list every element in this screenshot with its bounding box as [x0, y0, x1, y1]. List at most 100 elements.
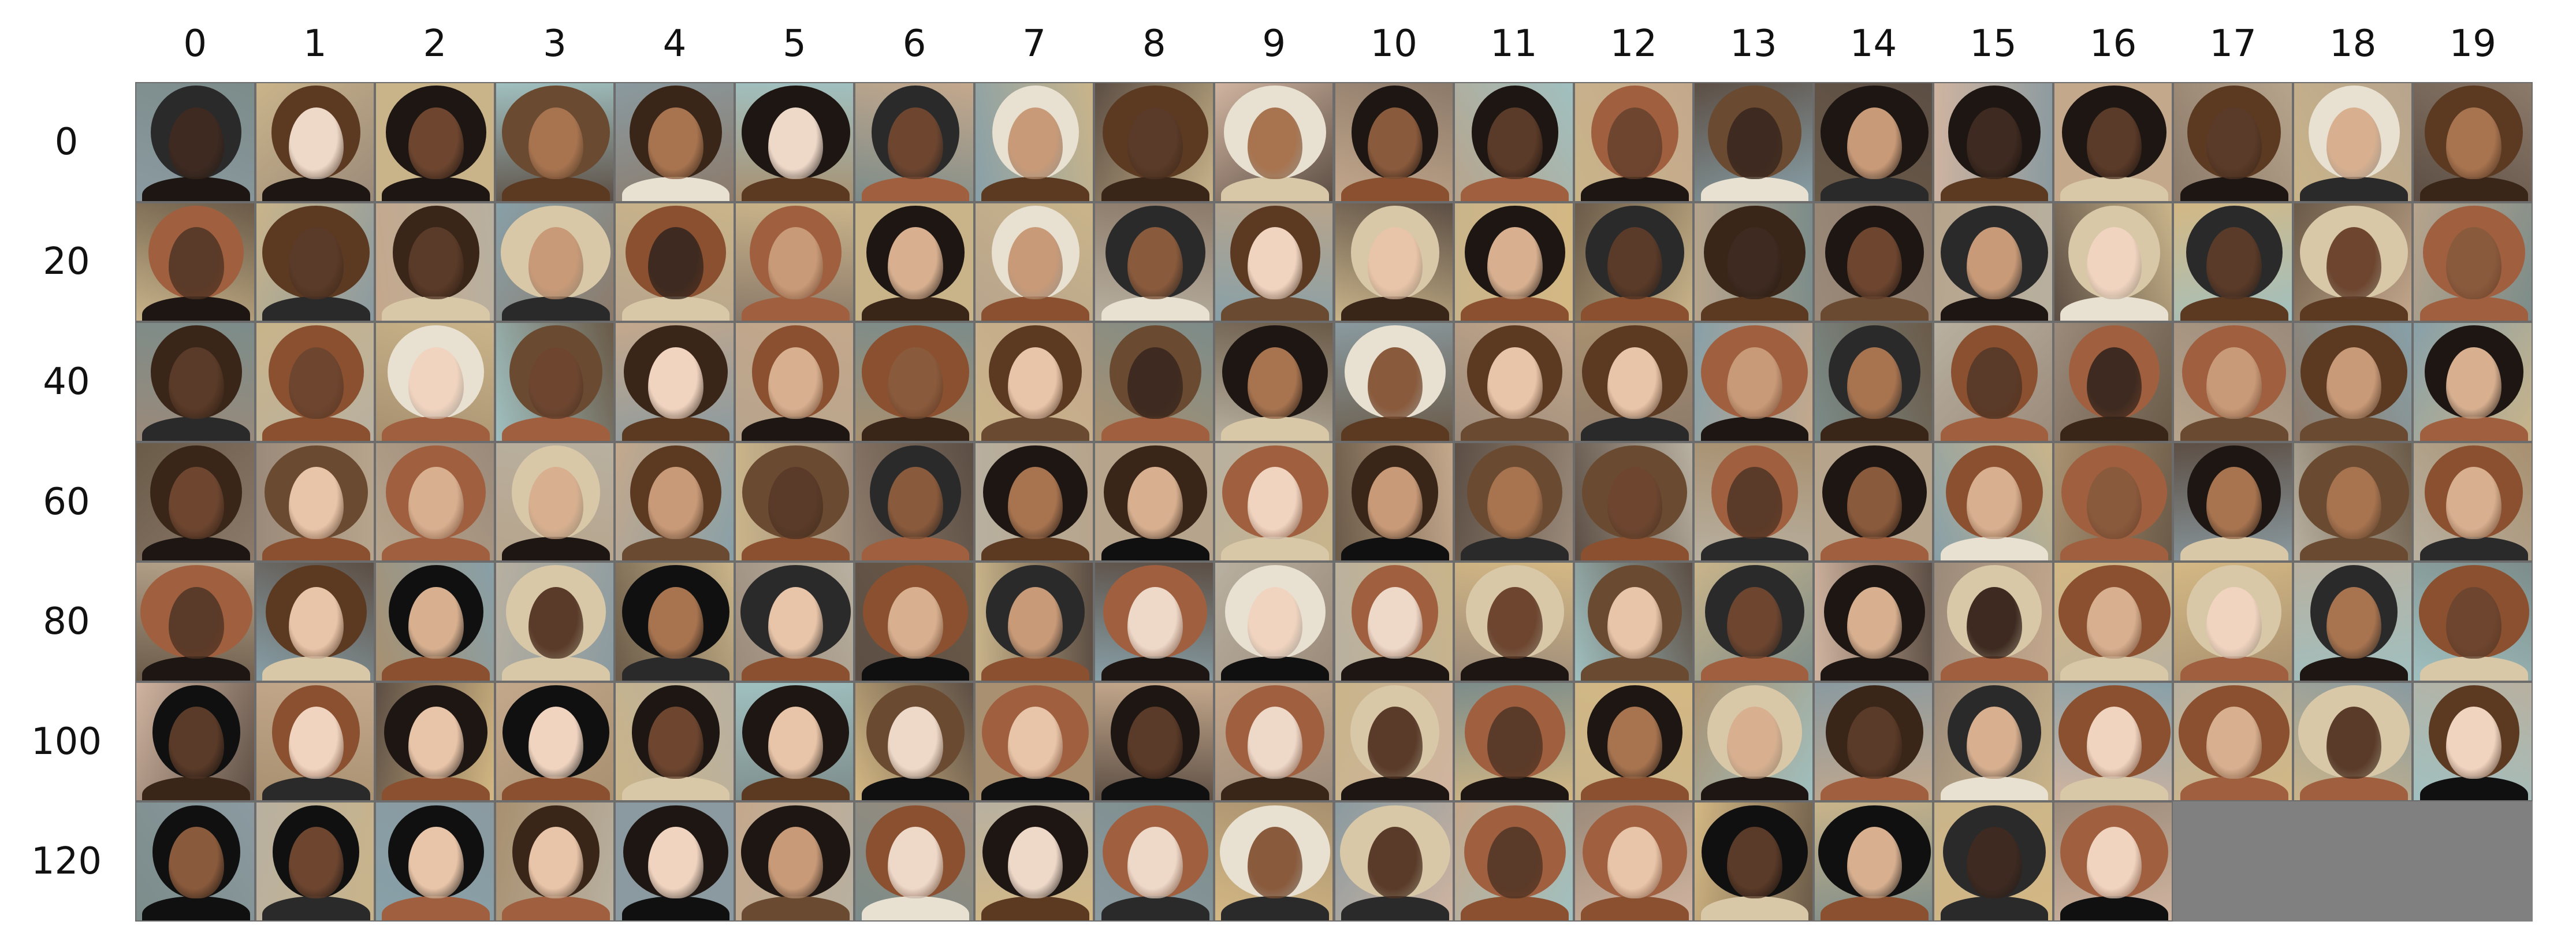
portrait-thumbnail[interactable]	[135, 322, 255, 442]
portrait-thumbnail[interactable]	[255, 681, 375, 802]
portrait-thumbnail[interactable]	[494, 82, 615, 202]
portrait-thumbnail[interactable]	[1933, 562, 2053, 682]
portrait-thumbnail[interactable]	[2292, 681, 2413, 802]
portrait-thumbnail[interactable]	[1454, 801, 1574, 922]
portrait-thumbnail[interactable]	[2292, 322, 2413, 442]
portrait-thumbnail[interactable]	[2292, 441, 2413, 562]
portrait-thumbnail[interactable]	[1213, 441, 1334, 562]
portrait-thumbnail[interactable]	[1094, 441, 1214, 562]
portrait-thumbnail[interactable]	[494, 562, 615, 682]
portrait-thumbnail[interactable]	[135, 562, 255, 682]
portrait-thumbnail[interactable]	[1813, 681, 1934, 802]
portrait-thumbnail[interactable]	[1454, 202, 1574, 322]
portrait-thumbnail[interactable]	[2413, 562, 2533, 682]
portrait-thumbnail[interactable]	[1573, 82, 1694, 202]
portrait-thumbnail[interactable]	[1933, 202, 2053, 322]
portrait-thumbnail[interactable]	[734, 801, 855, 922]
portrait-thumbnail[interactable]	[494, 322, 615, 442]
portrait-thumbnail[interactable]	[2413, 322, 2533, 442]
portrait-thumbnail[interactable]	[974, 202, 1095, 322]
portrait-thumbnail[interactable]	[1693, 562, 1814, 682]
portrait-thumbnail[interactable]	[255, 82, 375, 202]
portrait-thumbnail[interactable]	[2173, 82, 2293, 202]
portrait-thumbnail[interactable]	[1813, 322, 1934, 442]
portrait-thumbnail[interactable]	[1813, 801, 1934, 922]
portrait-thumbnail[interactable]	[734, 562, 855, 682]
portrait-thumbnail[interactable]	[1213, 681, 1334, 802]
portrait-thumbnail[interactable]	[854, 681, 974, 802]
portrait-thumbnail[interactable]	[974, 562, 1095, 682]
portrait-thumbnail[interactable]	[1573, 801, 1694, 922]
portrait-thumbnail[interactable]	[1454, 681, 1574, 802]
portrait-thumbnail[interactable]	[2173, 441, 2293, 562]
portrait-thumbnail[interactable]	[1933, 82, 2053, 202]
portrait-thumbnail[interactable]	[2053, 322, 2173, 442]
portrait-thumbnail[interactable]	[1813, 441, 1934, 562]
portrait-thumbnail[interactable]	[494, 801, 615, 922]
portrait-thumbnail[interactable]	[135, 82, 255, 202]
portrait-thumbnail[interactable]	[2292, 82, 2413, 202]
portrait-thumbnail[interactable]	[2053, 801, 2173, 922]
portrait-thumbnail[interactable]	[1573, 562, 1694, 682]
portrait-thumbnail[interactable]	[1933, 441, 2053, 562]
portrait-thumbnail[interactable]	[1094, 202, 1214, 322]
portrait-thumbnail[interactable]	[2053, 562, 2173, 682]
portrait-thumbnail[interactable]	[854, 801, 974, 922]
portrait-thumbnail[interactable]	[375, 681, 495, 802]
portrait-thumbnail[interactable]	[854, 82, 974, 202]
portrait-thumbnail[interactable]	[734, 322, 855, 442]
portrait-thumbnail[interactable]	[615, 82, 735, 202]
portrait-thumbnail[interactable]	[2053, 441, 2173, 562]
portrait-thumbnail[interactable]	[1933, 322, 2053, 442]
portrait-thumbnail[interactable]	[1213, 82, 1334, 202]
portrait-thumbnail[interactable]	[2413, 681, 2533, 802]
portrait-thumbnail[interactable]	[2053, 202, 2173, 322]
portrait-thumbnail[interactable]	[2173, 322, 2293, 442]
portrait-thumbnail[interactable]	[135, 681, 255, 802]
portrait-thumbnail[interactable]	[255, 202, 375, 322]
portrait-thumbnail[interactable]	[375, 441, 495, 562]
portrait-thumbnail[interactable]	[1573, 202, 1694, 322]
portrait-thumbnail[interactable]	[1693, 322, 1814, 442]
portrait-thumbnail[interactable]	[1334, 681, 1454, 802]
portrait-thumbnail[interactable]	[615, 441, 735, 562]
portrait-thumbnail[interactable]	[974, 322, 1095, 442]
portrait-thumbnail[interactable]	[2413, 82, 2533, 202]
portrait-thumbnail[interactable]	[1334, 441, 1454, 562]
portrait-thumbnail[interactable]	[1693, 202, 1814, 322]
portrait-thumbnail[interactable]	[1454, 322, 1574, 442]
portrait-thumbnail[interactable]	[1213, 322, 1334, 442]
portrait-thumbnail[interactable]	[1094, 681, 1214, 802]
portrait-thumbnail[interactable]	[375, 202, 495, 322]
portrait-thumbnail[interactable]	[1933, 801, 2053, 922]
portrait-thumbnail[interactable]	[255, 562, 375, 682]
portrait-thumbnail[interactable]	[2173, 681, 2293, 802]
portrait-thumbnail[interactable]	[974, 681, 1095, 802]
portrait-thumbnail[interactable]	[375, 322, 495, 442]
portrait-thumbnail[interactable]	[1454, 441, 1574, 562]
portrait-thumbnail[interactable]	[1933, 681, 2053, 802]
portrait-thumbnail[interactable]	[494, 681, 615, 802]
portrait-thumbnail[interactable]	[1334, 562, 1454, 682]
portrait-thumbnail[interactable]	[974, 441, 1095, 562]
portrait-thumbnail[interactable]	[734, 681, 855, 802]
portrait-thumbnail[interactable]	[854, 441, 974, 562]
portrait-thumbnail[interactable]	[1094, 801, 1214, 922]
portrait-thumbnail[interactable]	[1334, 322, 1454, 442]
portrait-thumbnail[interactable]	[1693, 82, 1814, 202]
portrait-thumbnail[interactable]	[1813, 82, 1934, 202]
portrait-thumbnail[interactable]	[1334, 801, 1454, 922]
portrait-thumbnail[interactable]	[375, 801, 495, 922]
portrait-thumbnail[interactable]	[615, 801, 735, 922]
portrait-thumbnail[interactable]	[1813, 562, 1934, 682]
portrait-thumbnail[interactable]	[1094, 322, 1214, 442]
portrait-thumbnail[interactable]	[375, 82, 495, 202]
portrait-thumbnail[interactable]	[135, 202, 255, 322]
portrait-thumbnail[interactable]	[2413, 202, 2533, 322]
portrait-thumbnail[interactable]	[1213, 202, 1334, 322]
portrait-thumbnail[interactable]	[734, 82, 855, 202]
portrait-thumbnail[interactable]	[375, 562, 495, 682]
portrait-thumbnail[interactable]	[494, 202, 615, 322]
portrait-thumbnail[interactable]	[2053, 82, 2173, 202]
portrait-thumbnail[interactable]	[615, 681, 735, 802]
